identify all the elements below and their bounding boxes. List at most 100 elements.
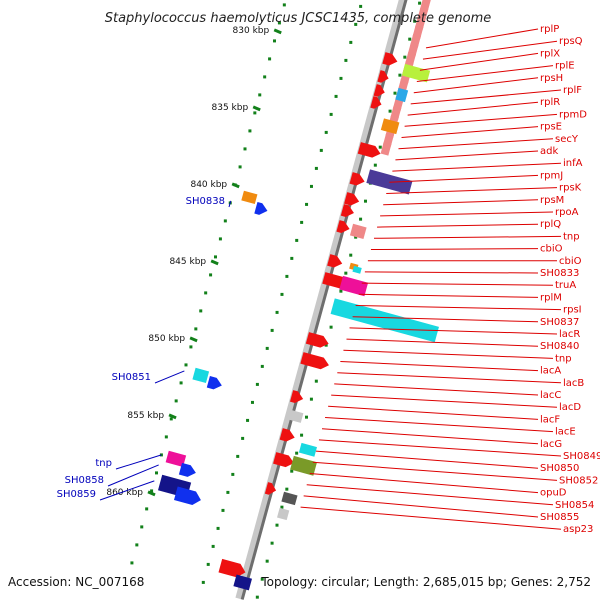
gene-sh0851 xyxy=(192,367,210,384)
guide-dot-inner xyxy=(226,490,230,494)
label-connector xyxy=(358,293,539,298)
scale-tick-label: 860 kbp xyxy=(106,488,143,498)
accession-text: Accession: NC_007168 xyxy=(8,575,144,589)
gene-lac-operon xyxy=(330,298,439,343)
gene-arrow-red xyxy=(300,352,329,370)
guide-dot-right xyxy=(314,379,318,383)
gene-label: SH0854 xyxy=(555,500,594,511)
guide-dot-right xyxy=(329,325,333,329)
label-connector xyxy=(355,305,562,311)
scale-tick-label: 845 kbp xyxy=(169,257,206,267)
guide-dot-right xyxy=(285,487,289,491)
gene-trua-body xyxy=(349,223,367,240)
label-connector-left xyxy=(107,464,159,487)
guide-dot-outer xyxy=(135,543,139,547)
gene-label: rplP xyxy=(540,24,559,35)
label-connector xyxy=(349,327,558,335)
guide-dot-right xyxy=(354,235,358,239)
gene-sh0849 xyxy=(298,442,317,457)
label-connector xyxy=(386,187,558,195)
guide-dot-outer xyxy=(272,39,276,43)
label-connector xyxy=(312,461,558,481)
gene-label: rpmJ xyxy=(540,170,563,181)
label-connector xyxy=(315,450,539,469)
label-connector xyxy=(364,271,539,274)
label-connector-left xyxy=(228,200,232,208)
guide-dot-right xyxy=(290,469,294,473)
scale-tick-mark xyxy=(210,259,219,266)
label-connector xyxy=(419,52,539,71)
scale-tick-mark xyxy=(189,336,198,343)
gene-rp xyxy=(380,141,392,156)
gene-label: tnp xyxy=(563,231,580,242)
label-connector xyxy=(404,113,558,127)
gene-label: rplE xyxy=(555,61,575,72)
gene-label: rpoA xyxy=(555,207,579,218)
guide-dot-right xyxy=(413,19,417,23)
gene-secy-body xyxy=(401,63,431,83)
guide-dot-inner xyxy=(216,526,220,530)
gene-label: secY xyxy=(555,134,579,145)
guide-dot-outer xyxy=(184,363,188,367)
scale-tick-label: 855 kbp xyxy=(127,411,164,421)
guide-dot-inner xyxy=(211,544,215,548)
gene-sh0855-body xyxy=(277,507,290,521)
label-connector xyxy=(392,162,562,172)
guide-dot-outer xyxy=(189,345,193,349)
gene-label: SH0833 xyxy=(540,268,579,279)
guide-dot-inner xyxy=(354,22,358,26)
gene-sh0858-shape xyxy=(178,462,196,477)
guide-dot-inner xyxy=(324,130,328,134)
guide-dot-outer xyxy=(209,273,213,277)
gene-label: adk xyxy=(540,146,558,157)
gene-label: rpsM xyxy=(540,195,564,206)
guide-dot-inner xyxy=(295,238,299,242)
guide-dot-right xyxy=(309,397,313,401)
guide-dot-outer xyxy=(243,147,247,151)
label-connector xyxy=(343,349,554,359)
gene-sh0855 xyxy=(277,507,290,521)
gene-label: rpsQ xyxy=(559,36,583,47)
gene-label: SH0849 xyxy=(563,451,600,462)
guide-dot-outer xyxy=(282,3,286,7)
gene-label: lacD xyxy=(559,402,581,413)
gene-label: rpmD xyxy=(559,109,587,120)
gene-label: rplQ xyxy=(540,219,561,230)
guide-dot-outer xyxy=(164,435,168,439)
guide-dot-inner xyxy=(246,418,250,422)
label-connector xyxy=(361,282,554,286)
guide-dot-inner xyxy=(270,328,274,332)
gene-label: infA xyxy=(563,158,583,169)
label-connector xyxy=(300,506,562,530)
label-connector xyxy=(377,223,539,228)
topology-text: Topology: circular; Length: 2,685,015 bp… xyxy=(260,575,591,589)
label-connector xyxy=(325,417,554,433)
guide-dot-outer xyxy=(253,111,257,115)
guide-dot-right xyxy=(408,37,412,41)
label-connector xyxy=(303,495,539,518)
guide-dot-outer xyxy=(248,129,252,133)
gene-arrow-red xyxy=(382,52,398,66)
label-connector xyxy=(352,316,539,323)
gene-arrow-red xyxy=(264,482,277,495)
gene-label: truA xyxy=(555,280,576,291)
scale-tick-mark xyxy=(168,413,177,420)
gene-label: lacB xyxy=(563,378,584,389)
guide-dot-inner xyxy=(236,454,240,458)
gene-label: lacA xyxy=(540,366,561,377)
guide-dot-inner xyxy=(250,400,254,404)
guide-dot-right xyxy=(324,343,328,347)
guide-dot-inner xyxy=(305,202,309,206)
gene-arrow-red xyxy=(373,84,385,97)
guide-dot-right xyxy=(300,433,304,437)
gene-arrow-red-shape xyxy=(349,172,365,186)
gene-lac-operon-body xyxy=(330,298,439,343)
gene-sh0838 xyxy=(241,190,258,205)
guide-dot-right xyxy=(373,163,377,167)
label-connector xyxy=(374,235,562,239)
label-connector xyxy=(407,101,539,116)
gene-sh0837b-body xyxy=(352,265,362,274)
label-connector xyxy=(380,211,554,217)
guide-dot-inner xyxy=(265,346,269,350)
